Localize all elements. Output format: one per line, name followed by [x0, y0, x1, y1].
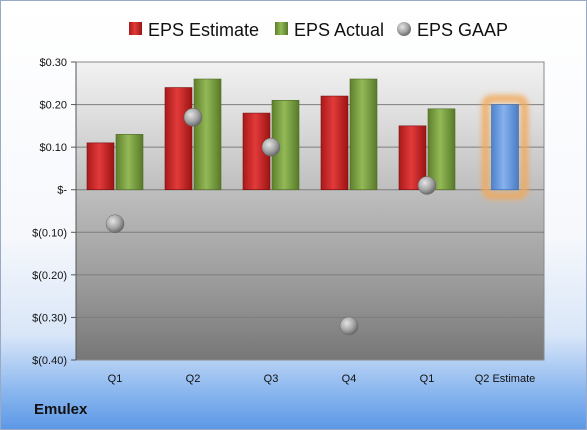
x-category-label: Q1: [420, 373, 435, 385]
legend-label-actual: EPS Actual: [294, 20, 384, 40]
legend-swatch-estimate: [129, 22, 142, 35]
grid-lines: [76, 104, 544, 318]
y-tick-label: $(0.30): [32, 312, 67, 324]
q2-estimate-glow: [482, 95, 528, 200]
y-tick-label: $0.20: [39, 100, 67, 112]
gaap-point[interactable]: [339, 316, 359, 336]
actual-bar[interactable]: [427, 108, 456, 191]
estimate-bar[interactable]: [320, 95, 349, 191]
y-tick-label: $0.10: [39, 142, 67, 154]
actual-bar[interactable]: [349, 78, 378, 191]
actual-bar[interactable]: [193, 78, 222, 191]
bars: [86, 78, 528, 200]
legend-item-estimate[interactable]: EPS Estimate: [129, 20, 259, 40]
x-axis: Q1 Q2 Q3 Q4 Q1 Q2 Estimate: [108, 373, 536, 385]
y-tick-label: $0.30: [39, 57, 67, 69]
x-category-label: Q3: [264, 373, 279, 385]
legend: EPS Estimate EPS Actual EPS GAAP: [129, 20, 508, 40]
x-category-label: Q4: [342, 373, 357, 385]
gaap-point[interactable]: [417, 176, 437, 195]
legend-item-actual[interactable]: EPS Actual: [275, 20, 384, 40]
legend-swatch-actual: [275, 22, 288, 35]
legend-label-gaap: EPS GAAP: [417, 20, 508, 40]
actual-bar[interactable]: [115, 134, 144, 191]
y-tick-label: $(0.40): [32, 355, 67, 367]
x-category-label: Q2: [186, 373, 201, 385]
gaap-point[interactable]: [183, 108, 203, 127]
estimate-bar[interactable]: [164, 87, 193, 191]
estimate-bar[interactable]: [86, 142, 115, 191]
gaap-points: [105, 108, 437, 336]
y-tick-label: $(0.10): [32, 227, 67, 239]
y-tick-label: $-: [57, 185, 67, 197]
y-axis: $0.30 $0.20 $0.10 $- $(0.10) $(0.20) $(0.30) $(…: [32, 57, 77, 367]
company-name: Emulex: [34, 401, 88, 418]
q2-estimate-bar[interactable]: [491, 104, 519, 191]
x-category-label: Q2 Estimate: [475, 373, 536, 385]
legend-item-gaap[interactable]: EPS GAAP: [397, 20, 508, 40]
plot-area: [75, 61, 545, 361]
y-tick-label: $(0.20): [32, 270, 67, 282]
gaap-point[interactable]: [105, 214, 125, 234]
gaap-point[interactable]: [261, 137, 281, 157]
legend-swatch-gaap: [397, 22, 411, 36]
legend-label-estimate: EPS Estimate: [148, 20, 259, 40]
x-category-label: Q1: [108, 373, 123, 385]
